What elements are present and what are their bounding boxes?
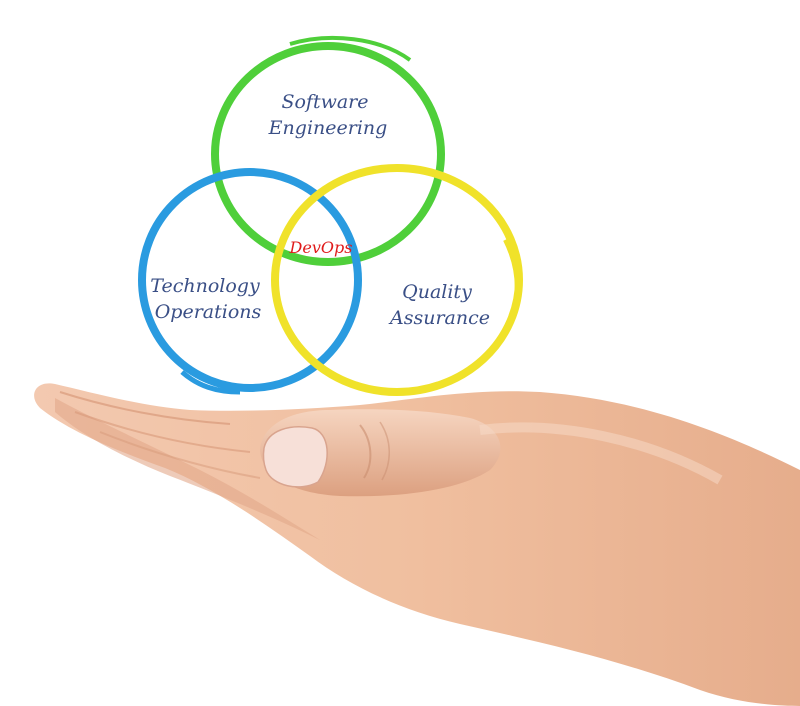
circle-software-engineering [211,35,445,266]
circle-technology-operations [138,168,362,395]
venn-diagram: Software Engineering Technology Operatio… [138,35,523,396]
label-software-engineering: Software Engineering [268,91,388,139]
label-devops: DevOps [289,238,353,257]
circle-quality-assurance [271,164,523,396]
hand-illustration [34,383,800,706]
label-technology-operations: Technology Operations [150,275,265,323]
label-quality-assurance: Quality Assurance [388,281,490,329]
